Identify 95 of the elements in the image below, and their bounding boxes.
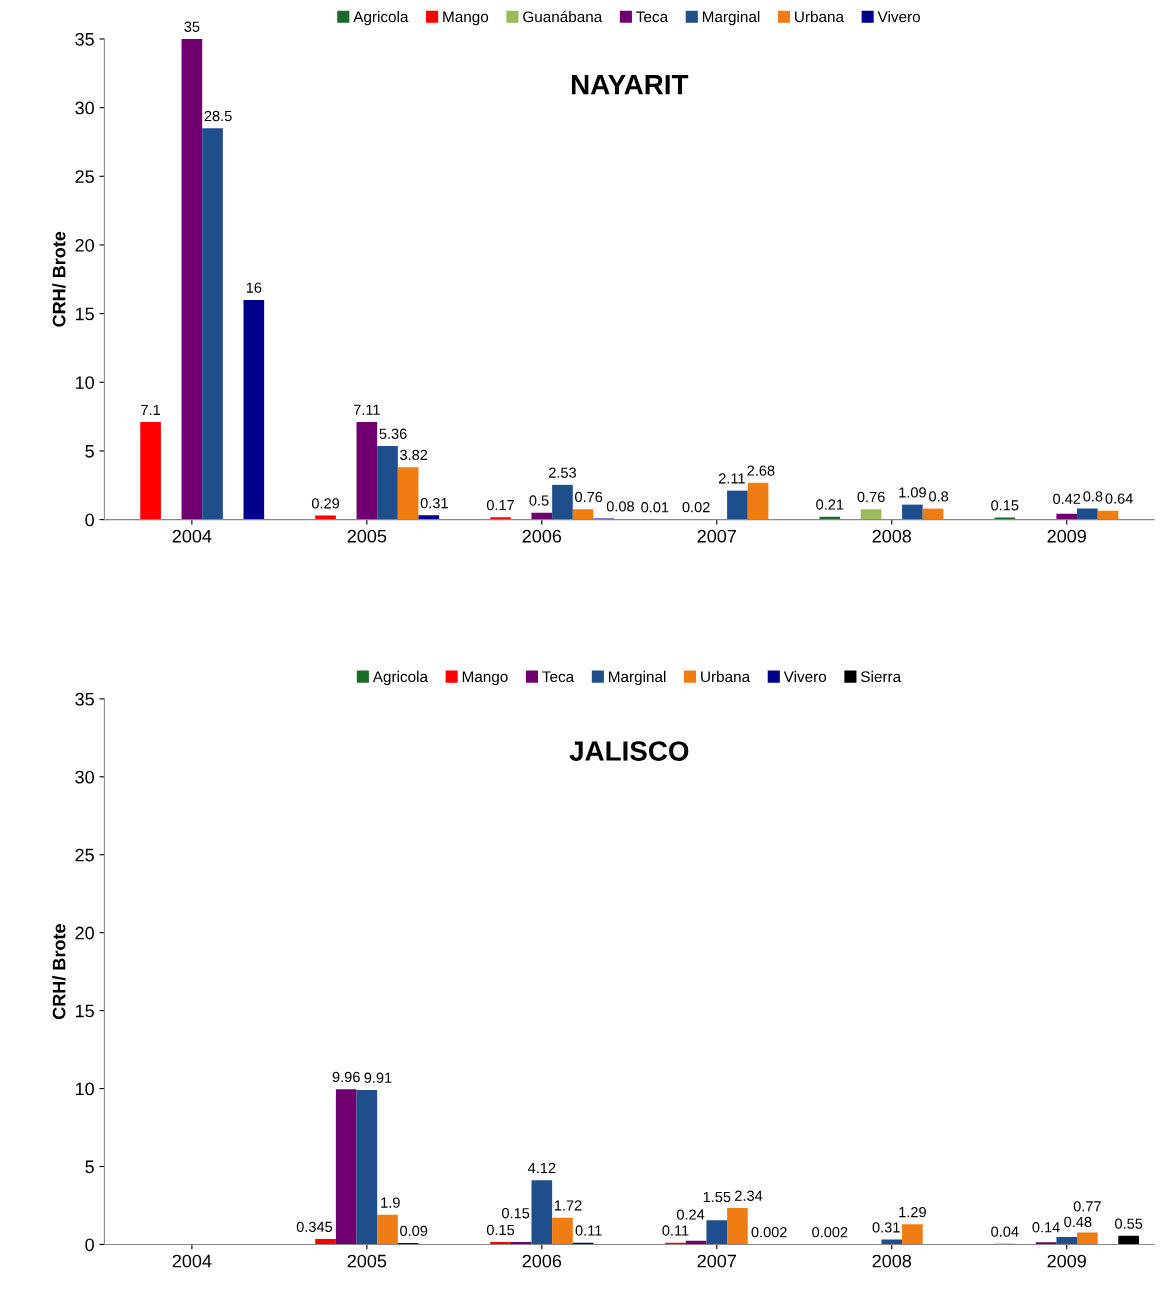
y-tick-label: 15	[75, 1004, 94, 1018]
data-label: 0.48	[1064, 1216, 1092, 1228]
data-label: 0.04	[991, 1226, 1019, 1237]
data-label: 7.11	[353, 404, 380, 415]
legend-label: Urbana	[795, 10, 844, 23]
x-tick-label: 2009	[1047, 1254, 1086, 1268]
y-tick-label: 20	[75, 926, 94, 940]
legend-label: Agricola	[353, 10, 409, 26]
data-label: 0.21	[816, 499, 844, 510]
x-tick-label: 2004	[172, 1254, 212, 1268]
y-tick-label: 5	[85, 445, 94, 458]
data-label: 1.72	[554, 1200, 582, 1211]
y-tick-label: 20	[75, 238, 94, 252]
y-tick-label: 35	[75, 32, 94, 46]
legend-label: Agricola	[372, 670, 428, 686]
y-tick-label: 35	[75, 692, 94, 706]
data-label: 2.34	[735, 1190, 763, 1201]
legend-label: Vivero	[783, 670, 827, 683]
data-label: 0.15	[501, 1208, 530, 1219]
legend-label: Teca	[636, 11, 669, 23]
data-label: 0.14	[1032, 1222, 1060, 1233]
data-label: 0.15	[486, 1224, 515, 1236]
data-label: 5.36	[379, 428, 407, 439]
legend-label: Marginal	[702, 10, 760, 26]
y-tick-label: 30	[75, 101, 94, 115]
legend-label: Mango	[443, 11, 489, 26]
x-tick-label: 2005	[347, 1254, 387, 1268]
x-tick-label: 2006	[522, 1254, 562, 1268]
data-label: 1.29	[899, 1206, 926, 1218]
data-label: 0.55	[1115, 1218, 1143, 1229]
data-label: 35	[184, 21, 200, 32]
data-label: 0.76	[575, 491, 603, 503]
data-label: 2.53	[549, 467, 577, 478]
data-label: 7.1	[141, 404, 161, 415]
data-label: 4.12	[527, 1162, 556, 1174]
data-label: 1.09	[899, 487, 926, 498]
data-label: 3.82	[400, 449, 428, 461]
data-label: 0.42	[1053, 493, 1081, 505]
legend-label: Guanábana	[523, 10, 603, 23]
x-tick-label: 2008	[872, 1254, 912, 1268]
data-label: 16	[246, 282, 262, 293]
data-label: 1.55	[703, 1191, 731, 1203]
x-tick-label: 2005	[347, 529, 387, 543]
data-label: 0.11	[575, 1225, 602, 1236]
data-label: 0.24	[676, 1209, 705, 1220]
data-label: 0.002	[751, 1227, 787, 1238]
legend-label: Marginal	[609, 670, 666, 686]
data-label: 28.5	[204, 110, 232, 122]
text: NAYARIT	[571, 75, 689, 95]
data-label: 1.9	[381, 1197, 400, 1208]
y-tick-label: 25	[75, 170, 94, 184]
x-tick-label: 2007	[697, 1254, 736, 1268]
legend-label: Mango	[462, 671, 508, 686]
y-tick-label: 5	[85, 1160, 94, 1174]
y-axis-title: CRH/ Brote	[52, 231, 66, 327]
legend-label: Teca	[542, 671, 575, 683]
legend-label: Vivero	[877, 10, 920, 23]
data-label: 0.8	[929, 491, 949, 502]
data-label: 0.15	[991, 500, 1019, 511]
x-tick-label: 2007	[697, 529, 736, 543]
x-tick-label: 2006	[522, 529, 562, 543]
data-label: 9.91	[364, 1072, 392, 1083]
legend-label: Urbana	[701, 670, 751, 683]
data-label: 0.345	[296, 1221, 333, 1233]
y-tick-label: 15	[75, 307, 94, 321]
data-label: 0.8	[1083, 491, 1103, 502]
data-label: 0.17	[486, 499, 514, 511]
data-label: 9.96	[332, 1071, 360, 1083]
y-axis-title: CRH/ Brote	[52, 924, 66, 1020]
data-label: 0.09	[400, 1225, 428, 1236]
data-label: 0.76	[857, 491, 885, 503]
y-tick-label: 30	[75, 770, 94, 784]
data-label: 0.29	[311, 498, 340, 509]
data-label: 0.01	[641, 502, 669, 513]
text: JALISCO	[569, 741, 689, 761]
x-tick-label: 2004	[172, 529, 212, 543]
data-label: 2.11	[718, 473, 745, 484]
x-tick-label: 2009	[1047, 529, 1086, 543]
data-label: 0.002	[812, 1227, 848, 1238]
data-label: 0.31	[872, 1222, 900, 1233]
y-tick-label: 10	[75, 1082, 94, 1096]
data-label: 0.31	[420, 497, 448, 509]
data-label: 0.08	[606, 501, 634, 512]
y-tick-label: 25	[75, 848, 94, 862]
data-label: 0.64	[1105, 493, 1133, 504]
data-label: 0.77	[1073, 1201, 1101, 1212]
y-tick-label: 10	[75, 376, 94, 389]
data-label: 0.02	[682, 501, 710, 513]
y-tick-label: 0	[85, 513, 94, 527]
legend-label: Sierra	[861, 670, 902, 683]
data-label: 2.68	[747, 465, 775, 476]
data-label: 0.11	[662, 1225, 689, 1236]
data-label: 0.5	[529, 495, 549, 506]
y-tick-label: 0	[85, 1238, 94, 1252]
x-tick-label: 2008	[872, 529, 912, 543]
